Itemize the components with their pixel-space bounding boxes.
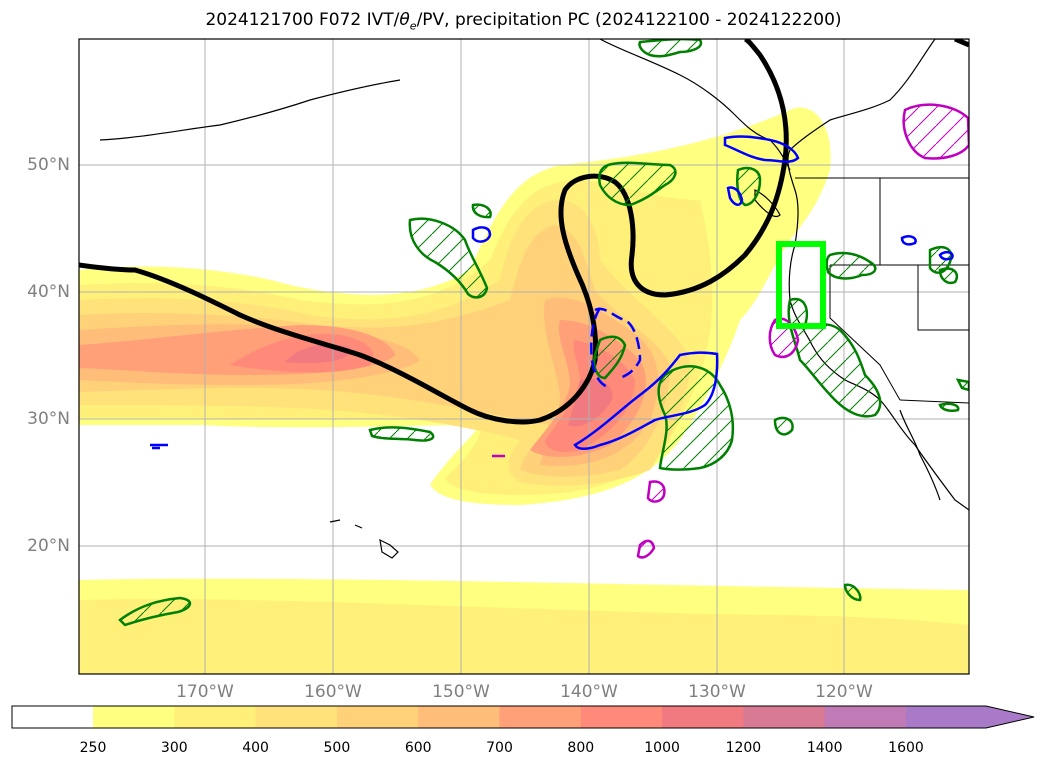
colorbar-outline	[11, 705, 1035, 729]
vancouver-island	[754, 189, 781, 218]
colorbar-extend-arrow	[986, 706, 1034, 728]
colorbar-segment-1600	[906, 706, 988, 728]
ivt-800-region	[230, 334, 635, 452]
ivt-700-region	[79, 320, 646, 457]
colorbar-tick-1600: 1600	[888, 740, 924, 756]
colorbar-tick-700: 700	[486, 740, 513, 756]
hawaii-islands	[329, 519, 399, 559]
colorbar-segment-1200	[743, 706, 826, 728]
map-frame	[78, 38, 970, 675]
blue-contours	[150, 135, 954, 450]
lon-label-150w: 150°W	[432, 682, 490, 702]
ivt-1000-region	[285, 344, 613, 427]
colorbar-tick-300: 300	[160, 740, 188, 756]
colorbar-tick-1000: 1000	[644, 740, 680, 756]
lon-label-170w: 170°W	[176, 682, 234, 702]
colorbar-segment-800	[580, 706, 663, 728]
region-box	[776, 241, 826, 329]
colorbar-segment-500	[336, 706, 419, 728]
lat-label-30n: 30°N	[27, 409, 70, 429]
lat-label-40n: 40°N	[27, 282, 70, 302]
colorbar-segment-1400	[824, 706, 907, 728]
pv-contour-corner	[954, 39, 969, 48]
colorbar-segment-400	[255, 706, 338, 728]
colorbar	[11, 705, 1035, 729]
map-title: 2024121700 F072 IVT/θe/PV, precipitation…	[205, 10, 842, 33]
colorbar-segment-300	[174, 706, 257, 728]
north-america-coast	[787, 39, 969, 511]
colorbar-tick-1400: 1400	[806, 740, 843, 756]
alaska-coast	[599, 39, 791, 171]
pv-contour-line	[79, 39, 789, 425]
colorbar-segment-700	[499, 706, 582, 728]
lon-label-130w: 130°W	[688, 682, 746, 702]
colorbar-tick-500: 500	[323, 740, 351, 756]
lon-label-160w: 160°W	[304, 682, 362, 702]
ivt-300-south-band	[79, 598, 969, 674]
colorbar-tick-600: 600	[404, 740, 432, 756]
baja-california	[899, 409, 941, 501]
lon-label-120w: 120°W	[815, 682, 873, 702]
colorbar-tick-800: 800	[567, 740, 595, 756]
lat-label-50n: 50°N	[27, 155, 70, 175]
aleutian-islands	[99, 79, 401, 141]
coastlines	[99, 39, 969, 559]
lon-label-140w: 140°W	[560, 682, 618, 702]
lat-label-20n: 20°N	[27, 536, 70, 556]
colorbar-segment-600	[418, 706, 500, 728]
map-plot-area	[79, 39, 969, 674]
colorbar-under-segment	[12, 706, 93, 728]
colorbar-segment-250	[93, 706, 175, 728]
colorbar-tick-400: 400	[242, 740, 269, 756]
colorbar-tick-250: 250	[79, 740, 107, 756]
colorbar-tick-1200: 1200	[725, 740, 762, 756]
colorbar-segment-1000	[662, 706, 744, 728]
